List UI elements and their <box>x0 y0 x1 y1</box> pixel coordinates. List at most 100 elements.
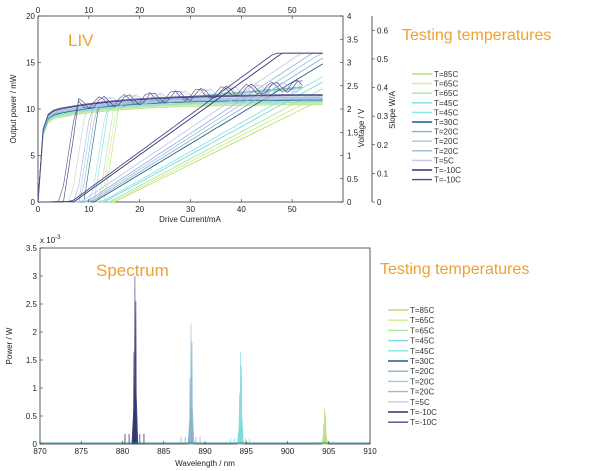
liv-legend-label: T=65C <box>434 89 458 98</box>
liv-xtick-label: 50 <box>288 205 297 214</box>
liv-legend-label: T=20C <box>434 137 458 146</box>
spectrum-legend-label: T=5C <box>410 398 430 407</box>
spectrum-chart: 870 875 880 885 890 895 900 905 910 0 0.5 1 1.5 2 2.5 3… <box>5 235 529 468</box>
liv-slope-label: Slope W/A <box>388 90 397 128</box>
liv-slope-tick-label: 0 <box>377 198 382 207</box>
liv-slope-tick-label: 0.2 <box>377 141 389 150</box>
spectrum-ytick-label: 0 <box>33 440 38 449</box>
liv-voltage-tick-label: 2 <box>347 105 352 114</box>
liv-slope-tick-label: 0.5 <box>377 55 389 64</box>
spectrum-legend-label: T=45C <box>410 347 434 356</box>
liv-xtick-label: 30 <box>186 205 195 214</box>
spectrum-legend-label: T=20C <box>410 388 434 397</box>
liv-slope-tick-label: 0.4 <box>377 84 389 93</box>
liv-slope-tick-label: 0.3 <box>377 112 389 121</box>
liv-voltage-curve <box>37 104 323 203</box>
spectrum-ylabel: Power / W <box>5 327 14 364</box>
liv-voltage-tick-label: 1 <box>347 152 352 161</box>
liv-voltage-tick-label: 1.5 <box>347 128 359 137</box>
liv-ticks-group: 0 10 20 30 40 500 10 20 30 40 500510152000.511.522… <box>26 6 389 214</box>
spectrum-legend-label: T=65C <box>410 326 434 335</box>
spectrum-legend-label: T=85C <box>410 306 434 315</box>
liv-legend-label: T=45C <box>434 108 458 117</box>
liv-voltage-curve <box>37 100 323 203</box>
spectrum-ytick-label: 2 <box>33 328 38 337</box>
spectrum-ticks-group: 870 875 880 885 890 895 900 905 910 0 0.5 1 1.5 2 2.5 3… <box>26 244 377 456</box>
spectrum-xtick-label: 895 <box>240 447 254 456</box>
spectrum-peak <box>189 341 195 445</box>
spectrum-xtick-label: 885 <box>157 447 171 456</box>
spectrum-xtick-label: 875 <box>75 447 89 456</box>
spectrum-peak <box>239 365 244 445</box>
liv-voltage-curve <box>37 98 323 203</box>
liv-xlabel: Drive Current/mA <box>159 215 221 224</box>
liv-voltage-tick-label: 3.5 <box>347 35 359 44</box>
spectrum-legend-label: T=20C <box>410 367 434 376</box>
liv-xtick-top-label: 30 <box>186 6 195 15</box>
liv-xtick-label: 0 <box>36 205 41 214</box>
liv-xtick-top-label: 50 <box>288 6 297 15</box>
liv-voltage-curve <box>37 95 323 203</box>
spectrum-legend-label: T=-10C <box>410 408 437 417</box>
liv-slope-tick-label: 0.6 <box>377 26 389 35</box>
liv-slope-curve <box>38 79 303 203</box>
spectrum-ytick-label: 1 <box>33 384 38 393</box>
liv-xtick-top-label: 0 <box>36 6 41 15</box>
liv-ytick-label: 0 <box>31 198 36 207</box>
liv-voltage-curve <box>37 101 323 203</box>
liv-legend-label: T=45C <box>434 99 458 108</box>
liv-legend-label: T=30C <box>434 118 458 127</box>
liv-ytick-label: 5 <box>31 152 36 161</box>
liv-voltage-curve <box>37 103 323 203</box>
liv-voltage-curve <box>37 95 323 203</box>
spectrum-legend-label: T=30C <box>410 357 434 366</box>
liv-voltage-tick-label: 2.5 <box>347 82 359 91</box>
liv-power-curve <box>37 52 323 203</box>
liv-voltage-tick-label: 0 <box>347 198 352 207</box>
liv-voltage-tick-label: 3 <box>347 59 352 68</box>
spectrum-legend-label: T=20C <box>410 377 434 386</box>
liv-xtick-label: 20 <box>135 205 144 214</box>
spectrum-annotation: Testing temperatures <box>380 261 529 278</box>
spectrum-exponent-power: -3 <box>55 235 61 241</box>
liv-xtick-label: 40 <box>237 205 246 214</box>
liv-xtick-top-label: 40 <box>237 6 246 15</box>
liv-voltage-label: Voltage / V <box>357 108 366 147</box>
liv-legend-label: T=-10C <box>434 166 461 175</box>
spectrum-peak <box>133 301 139 445</box>
liv-voltage-curve <box>37 99 323 203</box>
liv-title: LIV <box>68 31 94 50</box>
liv-series-group <box>37 52 323 203</box>
liv-power-curve <box>37 52 323 203</box>
spectrum-legend-label: T=65C <box>410 316 434 325</box>
liv-slope-tick-label: 0.1 <box>377 169 389 178</box>
liv-annotation: Testing temperatures <box>402 27 551 44</box>
spectrum-ytick-label: 2.5 <box>26 300 38 309</box>
spectrum-ytick-label: 1.5 <box>26 356 38 365</box>
liv-legend-label: T=85C <box>434 70 458 79</box>
spectrum-exponent: x 10-3 <box>40 235 61 245</box>
spectrum-peak <box>323 413 329 445</box>
spectrum-ytick-label: 3 <box>33 272 38 281</box>
liv-ytick-label: 10 <box>26 105 35 114</box>
liv-legend-label: T=65C <box>434 80 458 89</box>
liv-legend-label: T=20C <box>434 147 458 156</box>
spectrum-xlabel: Wavelength / nm <box>175 459 235 468</box>
liv-xtick-top-label: 10 <box>84 6 93 15</box>
spectrum-xtick-label: 880 <box>116 447 130 456</box>
liv-legend: T=85CT=65CT=65CT=45CT=45CT=30CT=20CT=20C… <box>412 70 461 185</box>
liv-power-curve <box>37 52 323 203</box>
liv-voltage-tick-label: 4 <box>347 12 352 21</box>
liv-ylabel: Output power / mW <box>9 74 18 143</box>
liv-xtick-top-label: 20 <box>135 6 144 15</box>
spectrum-xtick-label: 910 <box>363 447 377 456</box>
liv-ytick-label: 15 <box>26 59 35 68</box>
spectrum-xtick-label: 890 <box>198 447 212 456</box>
spectrum-xtick-label: 870 <box>33 447 47 456</box>
liv-power-curve <box>38 52 323 203</box>
liv-legend-label: T=20C <box>434 128 458 137</box>
spectrum-ytick-label: 3.5 <box>26 244 38 253</box>
liv-xtick-label: 10 <box>84 205 93 214</box>
spectrum-legend-label: T=-10C <box>410 418 437 427</box>
